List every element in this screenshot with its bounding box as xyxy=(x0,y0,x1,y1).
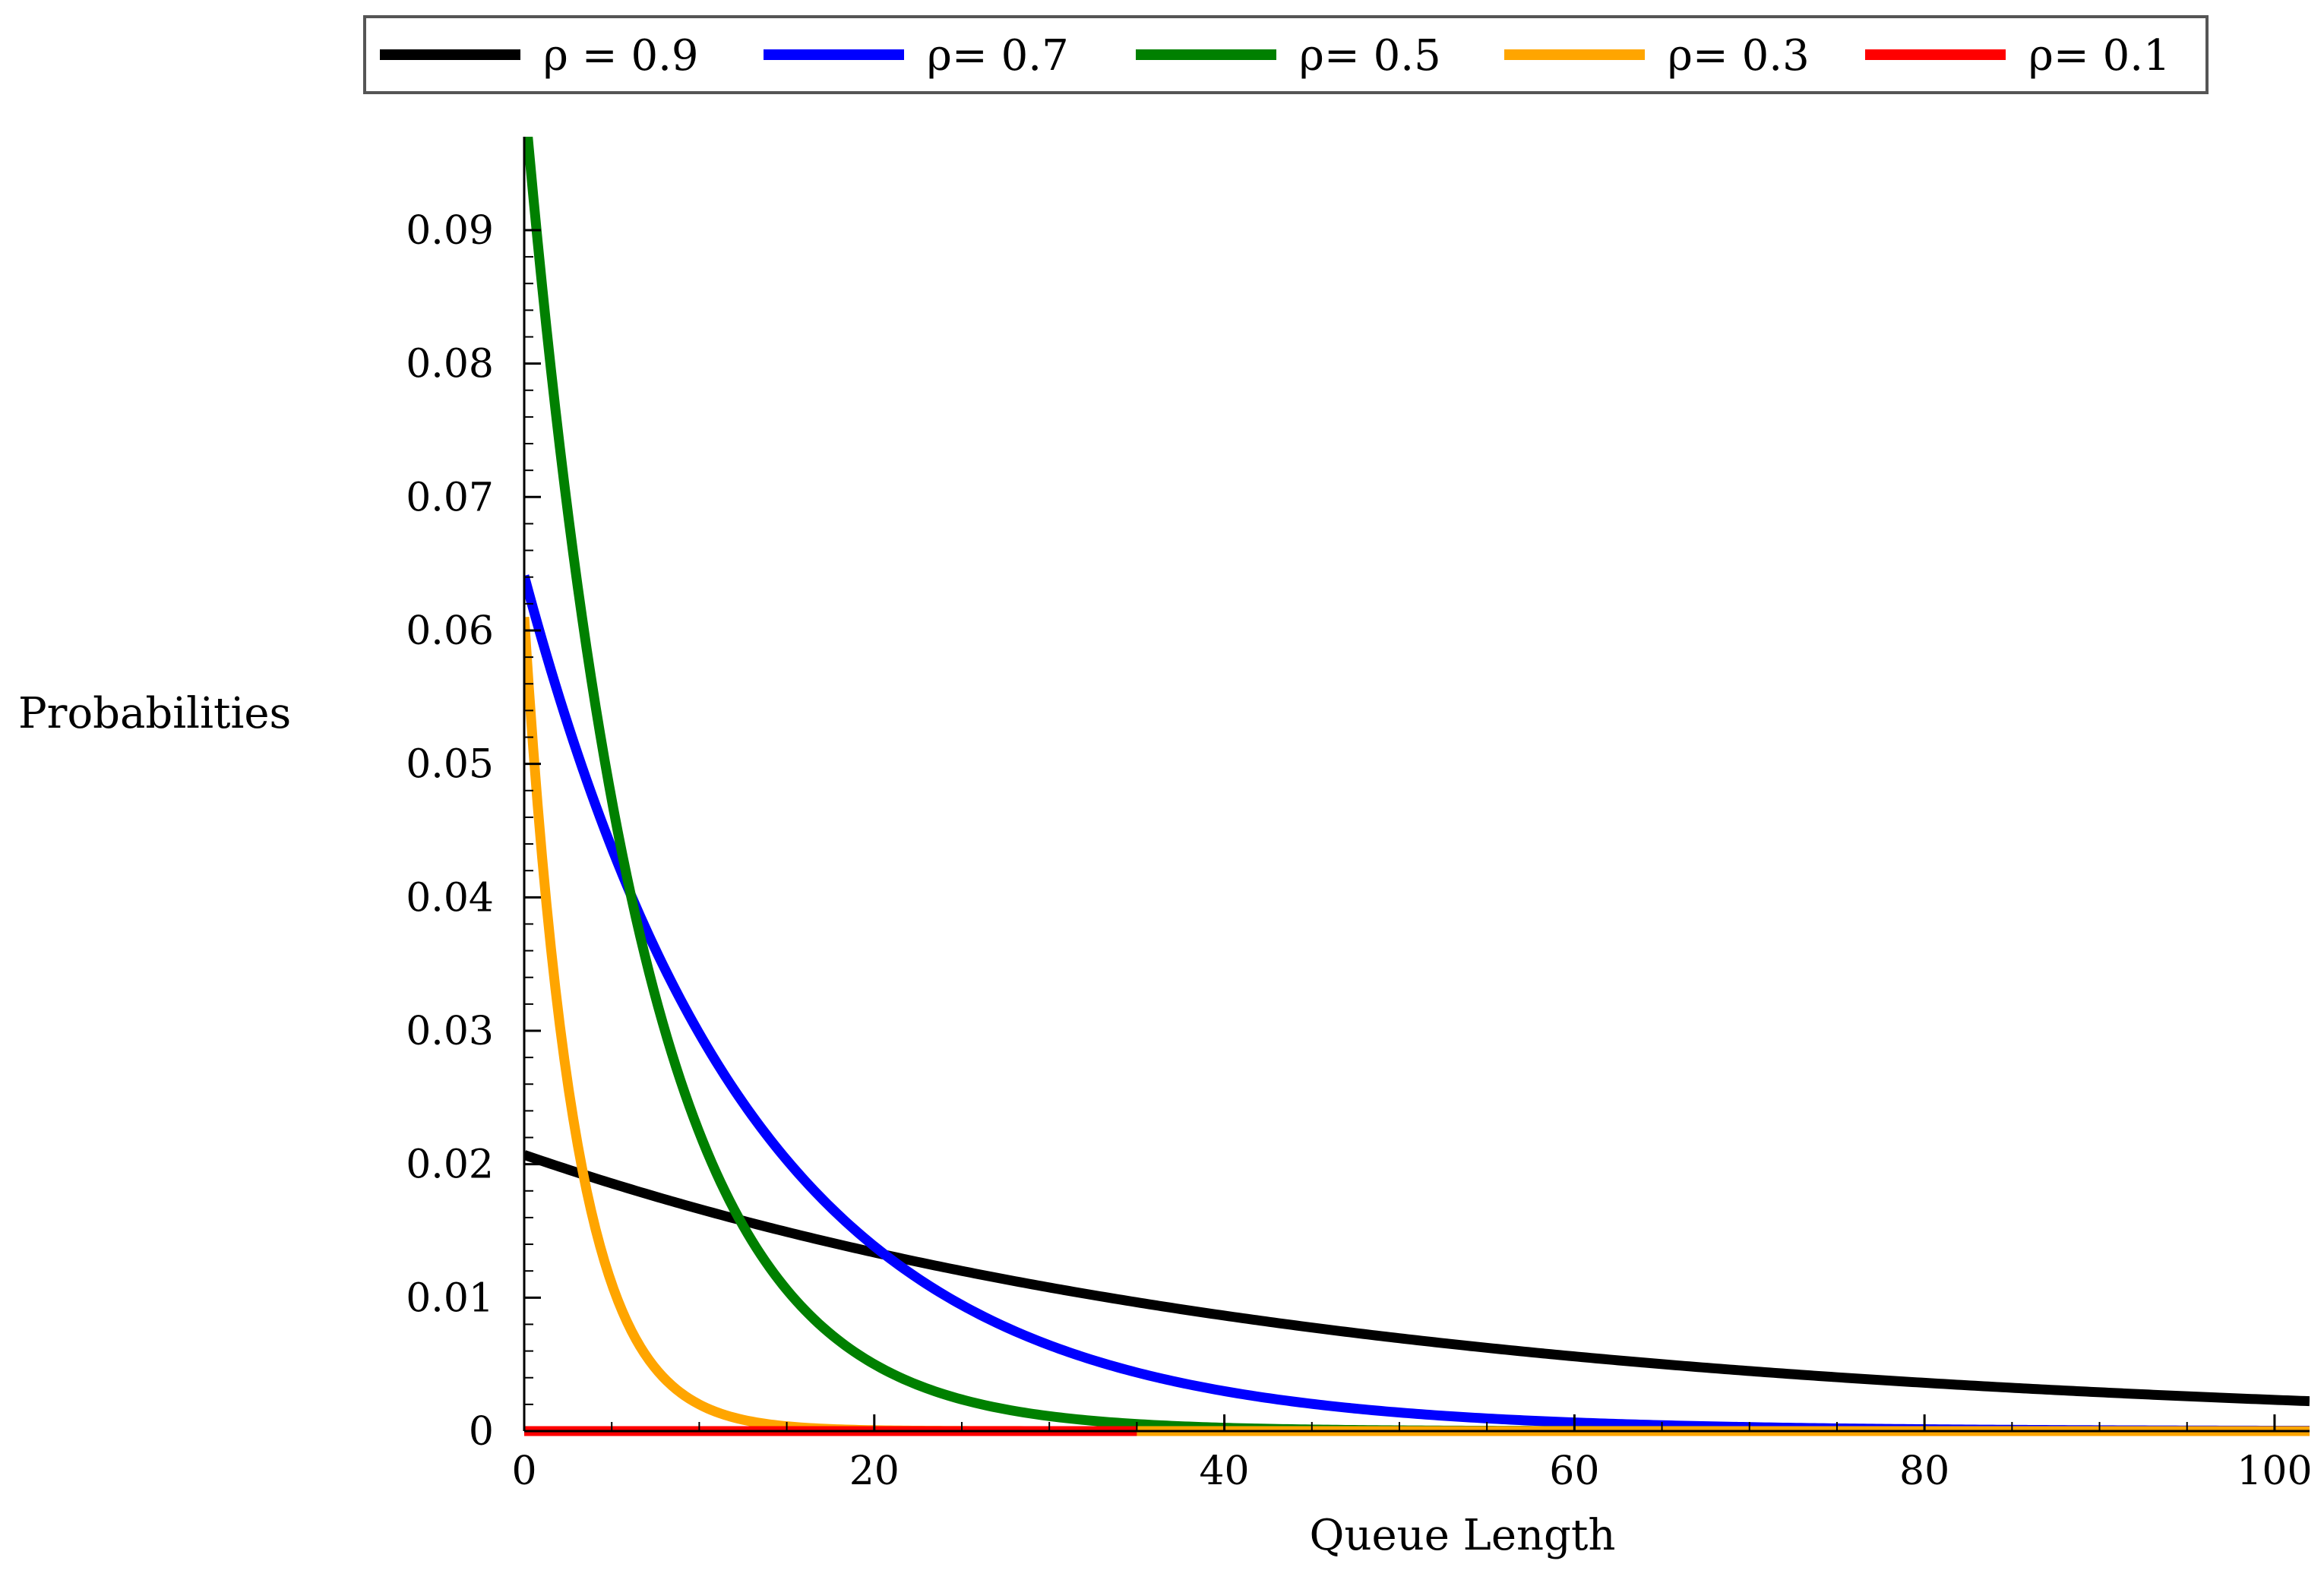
legend-label: ρ= 0.7 xyxy=(927,31,1069,81)
y-tick-label: 0.01 xyxy=(406,1275,494,1321)
y-tick-label: 0 xyxy=(469,1409,494,1455)
legend: ρ = 0.9 ρ= 0.7 ρ= 0.5 ρ= 0.3 ρ= 0.1 xyxy=(363,15,2209,94)
legend-label: ρ= 0.3 xyxy=(1668,31,1810,81)
legend-label: ρ= 0.1 xyxy=(2028,31,2171,81)
axes: 0 20 40 60 80 100 0 0.01 0.02 0.03 0.04 0.05 0.06 0.0… xyxy=(406,137,2313,1494)
y-tick-label: 0.07 xyxy=(406,475,494,520)
x-tick-label: 100 xyxy=(2237,1449,2312,1494)
series-line-0 xyxy=(524,1150,2310,1407)
x-axis-label: Queue Length xyxy=(1310,1511,1616,1560)
legend-label: ρ= 0.5 xyxy=(1299,31,1441,81)
x-tick-label: 20 xyxy=(849,1449,900,1494)
y-tick-label: 0.08 xyxy=(406,342,494,387)
x-tick-label: 0 xyxy=(511,1449,536,1494)
y-tick-label: 0.06 xyxy=(406,608,494,654)
y-tick-label: 0.02 xyxy=(406,1142,494,1188)
series-layer xyxy=(524,137,2310,1436)
x-tick-label: 60 xyxy=(1549,1449,1599,1494)
y-tick-label: 0.03 xyxy=(406,1009,494,1054)
x-tick-label: 40 xyxy=(1199,1449,1249,1494)
y-tick-label: 0.09 xyxy=(406,208,494,254)
legend-label: ρ = 0.9 xyxy=(543,31,699,81)
series-line-3 xyxy=(524,616,2310,1436)
x-tick-label: 80 xyxy=(1899,1449,1949,1494)
y-axis-label: Probabilities xyxy=(18,689,291,738)
y-tick-label: 0.05 xyxy=(406,742,494,788)
y-tick-label: 0.04 xyxy=(406,875,494,921)
